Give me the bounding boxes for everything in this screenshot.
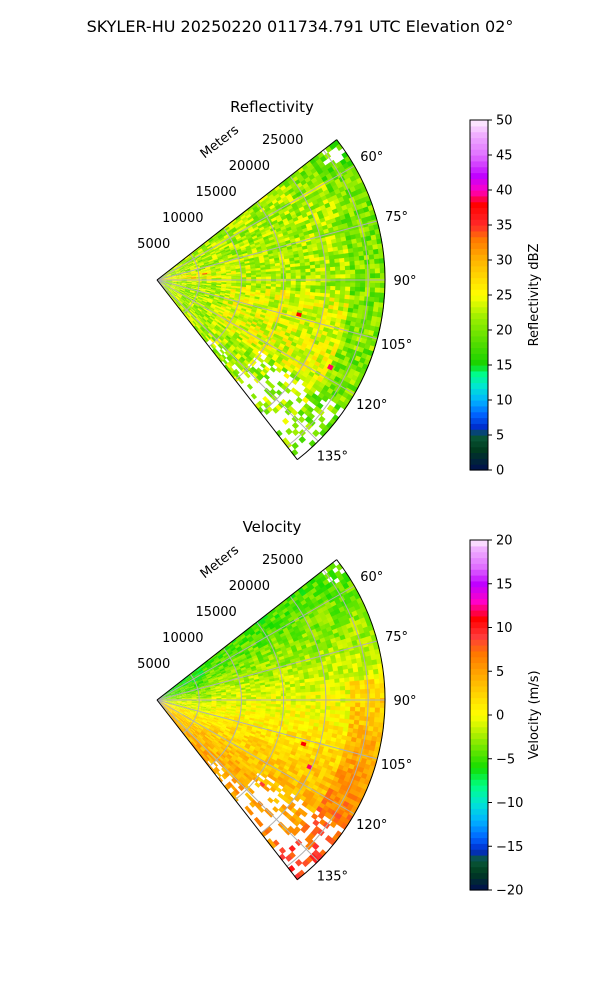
range-ring bbox=[286, 149, 369, 447]
colorbar-tick-label: 20 bbox=[496, 324, 513, 339]
polar-grid bbox=[156, 569, 385, 867]
colorbar-tick-label: 5 bbox=[496, 665, 504, 680]
range-axis-label: Meters bbox=[198, 123, 242, 162]
azimuth-tick-label: 105° bbox=[381, 338, 412, 353]
colorbar-tick-label: 15 bbox=[496, 359, 513, 374]
range-tick-label: 25000 bbox=[262, 133, 303, 148]
azimuth-tick-label: 60° bbox=[360, 150, 383, 165]
azimuth-spoke bbox=[156, 279, 355, 395]
colorbar-tick-label: −5 bbox=[496, 752, 515, 767]
range-tick-label: 20000 bbox=[229, 159, 270, 174]
range-ring bbox=[286, 569, 369, 867]
colorbar-tick-label: −20 bbox=[496, 884, 523, 899]
azimuth-spoke bbox=[156, 279, 378, 340]
azimuth-spoke bbox=[156, 699, 355, 815]
range-axis-label: Meters bbox=[198, 543, 242, 582]
colorbar: 0 5 10 15 20 25 30 35 40 45 50 Reflectivity dBZ bbox=[469, 114, 542, 479]
azimuth-tick-label: 60° bbox=[360, 570, 383, 585]
colorbar: −20 −15 −10 −5 0 5 10 15 20 Velocity (m/s) bbox=[469, 534, 542, 899]
colorbar-tick-label: 0 bbox=[496, 464, 504, 479]
azimuth-spoke bbox=[156, 699, 319, 862]
range-ring bbox=[234, 621, 285, 801]
range-ring bbox=[260, 595, 327, 834]
range-tick-label: 10000 bbox=[162, 631, 203, 646]
range-ring bbox=[260, 175, 327, 414]
range-ring bbox=[208, 227, 242, 347]
azimuth-spoke bbox=[156, 699, 378, 760]
radar-field bbox=[157, 562, 386, 881]
colorbar-tick-label: 20 bbox=[496, 534, 513, 549]
azimuth-spoke bbox=[156, 640, 378, 701]
colorbar-tick-label: 35 bbox=[496, 219, 513, 234]
colorbar-tick-label: 40 bbox=[496, 184, 513, 199]
colorbar-label: Reflectivity dBZ bbox=[527, 244, 542, 347]
colorbar-tick-label: 45 bbox=[496, 149, 513, 164]
velocity-panel: Velocity 60° 75° 90° 105° 120° 135° 5000 10000 15… bbox=[137, 518, 542, 899]
colorbar-tick-label: 10 bbox=[496, 394, 513, 409]
range-tick-label: 5000 bbox=[137, 657, 170, 672]
range-ring bbox=[234, 201, 285, 381]
polar-grid bbox=[156, 149, 385, 447]
azimuth-spoke bbox=[156, 279, 319, 442]
range-tick-label: 20000 bbox=[229, 579, 270, 594]
range-tick-label: 10000 bbox=[162, 211, 203, 226]
colorbar-label: Velocity (m/s) bbox=[527, 670, 542, 759]
azimuth-spoke bbox=[156, 165, 355, 281]
azimuth-tick-label: 90° bbox=[393, 694, 416, 709]
reflectivity-panel: Reflectivity60°75°90°105°120°135°5000100… bbox=[137, 98, 542, 479]
azimuth-tick-label: 135° bbox=[317, 869, 348, 884]
colorbar-tick-label: 10 bbox=[496, 621, 513, 636]
azimuth-tick-label: 120° bbox=[356, 398, 387, 413]
sector-frame bbox=[156, 139, 386, 461]
azimuth-tick-label: 120° bbox=[356, 818, 387, 833]
sector-frame bbox=[156, 559, 386, 881]
azimuth-tick-label: 75° bbox=[385, 630, 408, 645]
range-tick-label: 5000 bbox=[137, 237, 170, 252]
range-tick-label: 15000 bbox=[195, 185, 236, 200]
colorbar-tick-label: 25 bbox=[496, 289, 513, 304]
colorbar-tick-label: 0 bbox=[496, 709, 504, 724]
range-ring bbox=[182, 253, 200, 314]
range-tick-label: 25000 bbox=[262, 553, 303, 568]
panel-title: Reflectivity bbox=[230, 98, 314, 116]
azimuth-tick-label: 135° bbox=[317, 449, 348, 464]
azimuth-tick-label: 75° bbox=[385, 210, 408, 225]
colorbar-tick-label: −15 bbox=[496, 840, 523, 855]
azimuth-tick-label: 105° bbox=[381, 758, 412, 773]
colorbar-tick-label: −10 bbox=[496, 796, 523, 811]
radar-field bbox=[157, 139, 386, 457]
colorbar-tick-label: 15 bbox=[496, 577, 513, 592]
range-ring bbox=[182, 673, 200, 734]
colorbar-tick-label: 30 bbox=[496, 254, 513, 269]
colorbar-tick-label: 50 bbox=[496, 114, 513, 129]
panel-title: Velocity bbox=[243, 518, 302, 536]
azimuth-spoke bbox=[156, 585, 355, 701]
range-tick-label: 15000 bbox=[195, 605, 236, 620]
colorbar-tick-label: 5 bbox=[496, 429, 504, 444]
azimuth-tick-label: 90° bbox=[393, 274, 416, 289]
figure-title: SKYLER-HU 20250220 011734.791 UTC Elevat… bbox=[87, 17, 514, 36]
range-ring bbox=[208, 647, 242, 767]
azimuth-spoke bbox=[156, 220, 378, 281]
